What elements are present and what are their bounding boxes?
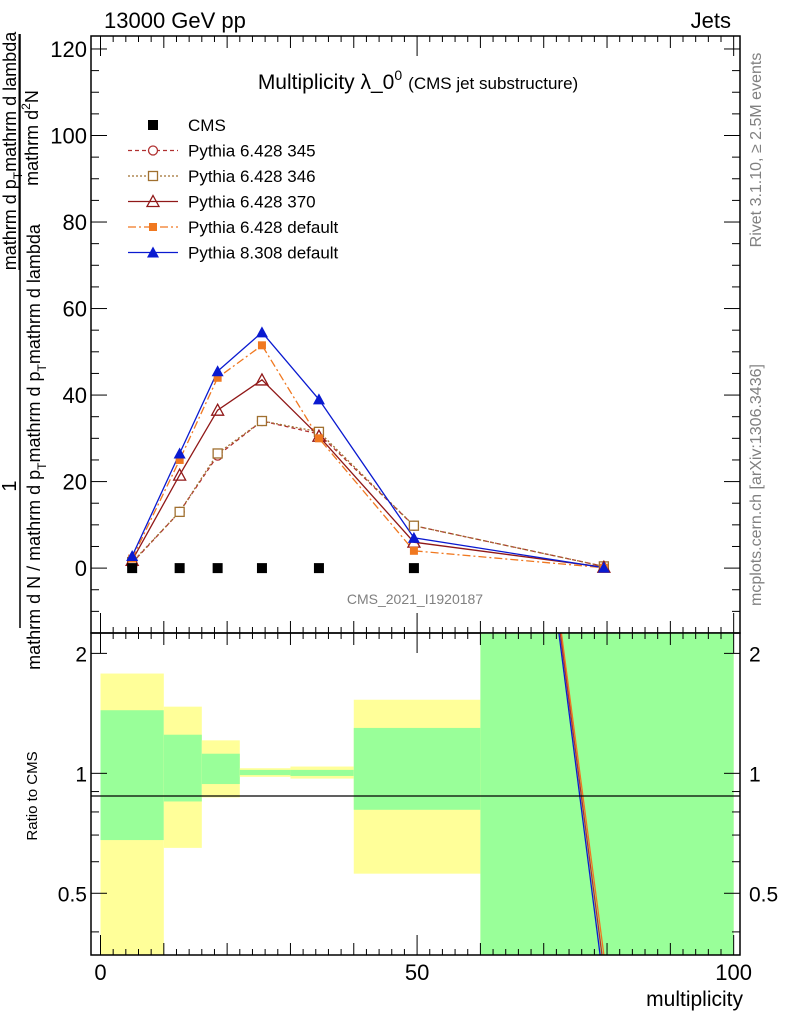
series-line-3 [131, 344, 604, 569]
ratio-line-1 [559, 632, 603, 956]
main-y-tick-label: 0 [75, 556, 87, 581]
main-axis-ticks: 0 20 40 60 80 100 120 [50, 36, 740, 633]
ratio-panel: 0.5 0.5 1 1 2 2 0 50 100 Ratio to CMS multiplici… [24, 632, 778, 1011]
series-4-point [312, 393, 325, 405]
series-4-point [597, 561, 610, 573]
ratio-y-tick-label: 0.5 [58, 883, 87, 906]
series-3-point [175, 455, 184, 464]
header-energy: 13000 GeV pp [104, 8, 246, 33]
cms-data-point [256, 563, 267, 574]
legend-marker [145, 194, 161, 208]
y-label-leading: 1 [0, 480, 21, 491]
series-2-point [172, 467, 187, 481]
main-y-axis-label: 1 mathrm d2N mathrm d pTmathrm d lambda … [0, 31, 49, 670]
main-series-lines [131, 331, 605, 569]
y-label-denominator: mathrm d N / mathrm d pTmathrm d pTmathr… [24, 223, 49, 670]
x-tick-label: 50 [405, 960, 429, 985]
header-jets: Jets [691, 8, 731, 33]
ratio-band-green [290, 769, 354, 776]
ratio-line-2 [558, 632, 601, 956]
cms-data-point [408, 563, 419, 574]
analysis-watermark: CMS_2021_I1920187 [347, 591, 483, 607]
series-line-0 [131, 420, 605, 568]
series-2-point [210, 402, 225, 416]
series-3-point [409, 546, 418, 555]
main-y-tick-label: 20 [63, 470, 87, 495]
main-y-tick-label: 100 [50, 124, 87, 149]
legend-entry: Pythia 8.308 default [188, 244, 339, 263]
x-axis-label: multiplicity [646, 988, 743, 1011]
series-1-point [408, 520, 420, 531]
ratio-band-green [100, 710, 164, 841]
series-4-point [173, 447, 186, 459]
ratio-y-tick-label-right: 0.5 [749, 883, 778, 906]
ratio-y-tick-label: 1 [75, 763, 87, 786]
series-line-1 [131, 420, 605, 568]
series-line-4 [131, 331, 605, 569]
ratio-y-label: Ratio to CMS [24, 751, 41, 840]
ratio-band-green [239, 769, 291, 776]
ratio-uncertainty-bands [100, 633, 734, 955]
ratio-y-tick-label-right: 2 [749, 643, 761, 666]
legend-entry: Pythia 6.428 370 [188, 193, 316, 212]
legend-entry: Pythia 6.428 345 [188, 142, 316, 161]
series-3-point [213, 373, 222, 382]
chart-title: Multiplicity λ_00 (CMS jet substructure) [258, 67, 578, 94]
legend: CMS Pythia 6.428 345 Pythia 6.428 346 Pythi… [128, 116, 339, 263]
ratio-axis-ticks: 0.5 0.5 1 1 2 2 0 50 100 [58, 633, 778, 985]
legend-entry: CMS [188, 116, 226, 135]
ratio-frame [90, 632, 741, 956]
legend-marker [149, 223, 157, 231]
series-1-point [212, 448, 223, 459]
x-tick-label: 0 [94, 960, 106, 985]
ratio-band-green [201, 753, 240, 785]
cms-data-point [212, 563, 223, 574]
rivet-note: Rivet 3.1.10, ≥ 2.5M events [748, 53, 765, 248]
main-panel: 0 20 40 60 80 100 120 Multiplicity λ_00 (CMS je… [0, 31, 741, 670]
series-4-point [126, 549, 139, 561]
ratio-band-green [353, 727, 481, 810]
y-label-top: mathrm d2N [19, 90, 42, 186]
legend-marker [147, 246, 159, 258]
cms-data-point [313, 563, 324, 574]
series-1-point [256, 415, 268, 427]
series-1-point [174, 506, 185, 518]
series-2-point [254, 372, 270, 386]
cms-data-point [174, 563, 185, 574]
series-3-point [314, 434, 323, 443]
main-y-tick-label: 60 [63, 297, 87, 322]
ratio-band-green [480, 633, 734, 955]
main-y-tick-label: 80 [63, 210, 87, 235]
cms-data-point [127, 563, 138, 574]
legend-entry: Pythia 6.428 default [188, 218, 339, 237]
series-4-point [211, 365, 224, 377]
main-y-tick-label: 120 [50, 37, 87, 62]
series-3-point [257, 341, 266, 350]
ratio-y-tick-label: 2 [75, 643, 87, 666]
legend-marker [147, 145, 159, 156]
ratio-band-green [163, 734, 202, 802]
ratio-series-lines [558, 632, 605, 956]
main-series-markers [125, 326, 611, 574]
series-4-point [255, 326, 268, 338]
legend-entry: Pythia 6.428 346 [188, 167, 316, 186]
main-y-tick-label: 40 [63, 383, 87, 408]
legend-marker [148, 120, 158, 130]
series-4-point [407, 531, 420, 543]
ratio-line-0 [560, 632, 605, 956]
x-tick-label: 100 [715, 960, 752, 985]
ratio-y-tick-label-right: 1 [749, 763, 761, 786]
legend-marker [147, 170, 159, 182]
mcplots-note: mcplots.cern.ch [arXiv:1306.3436] [748, 364, 765, 606]
